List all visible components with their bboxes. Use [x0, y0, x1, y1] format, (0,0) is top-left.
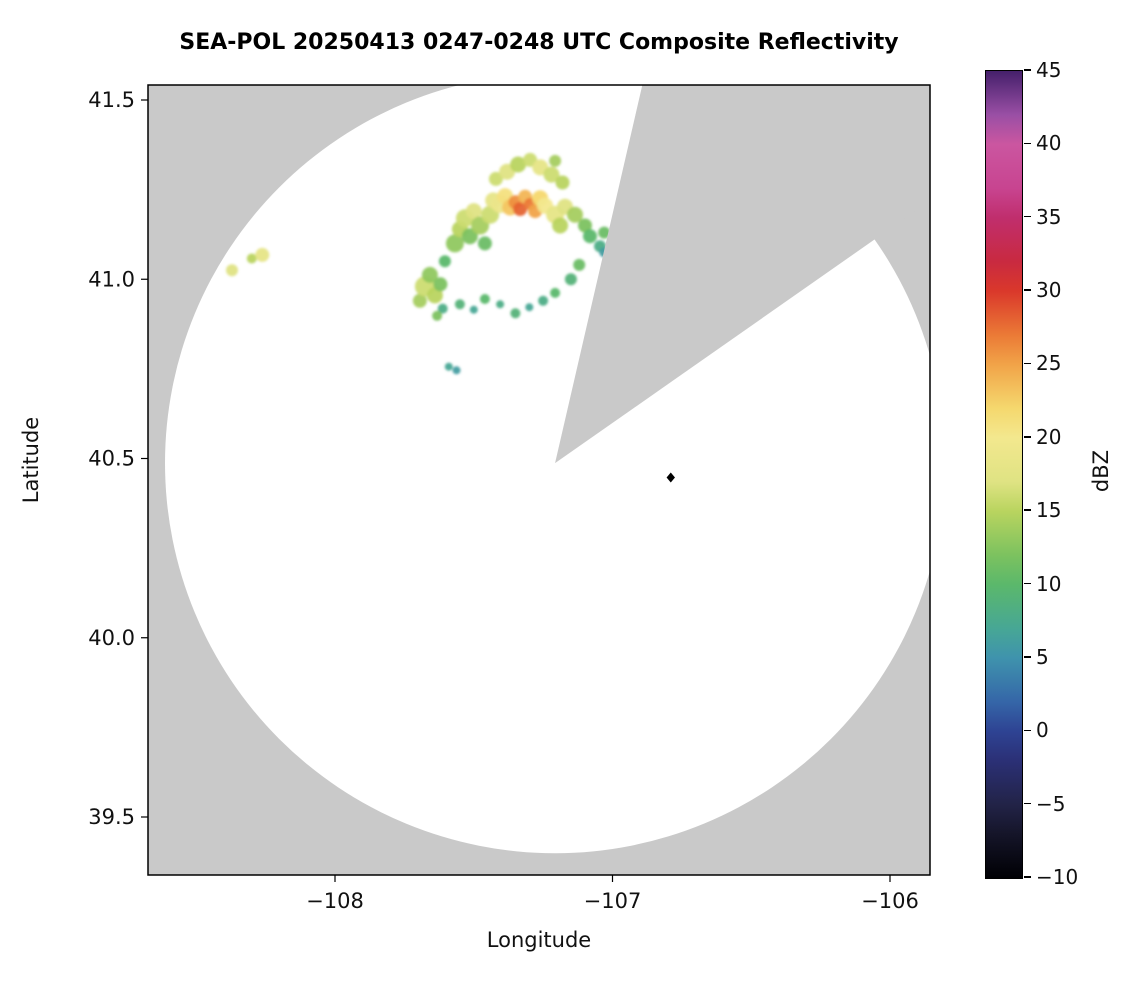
- echo-blob: [552, 217, 569, 234]
- page-title: SEA-POL 20250413 0247-0248 UTC Composite…: [179, 30, 899, 55]
- echo-blob: [246, 253, 257, 264]
- echo-blob: [469, 305, 478, 314]
- x-axis-label: Longitude: [486, 928, 592, 952]
- colorbar-label: dBZ: [1089, 449, 1113, 493]
- echo-blob: [578, 218, 592, 233]
- echo-blob: [437, 303, 448, 314]
- blocked-sector-wedge: [555, 85, 930, 464]
- plot-frame: [147, 84, 931, 876]
- echo-blob: [510, 156, 527, 173]
- y-tick-label: 40.5: [88, 447, 135, 471]
- echo-blob: [564, 273, 577, 286]
- echo-blob: [525, 303, 534, 312]
- echo-blob: [461, 228, 478, 245]
- y-tick-label: 41.5: [88, 88, 135, 112]
- x-tick-label: −106: [861, 889, 919, 913]
- echo-blob: [454, 299, 465, 310]
- echo-blob: [432, 310, 443, 321]
- echo-blob: [496, 300, 505, 309]
- echo-blob: [465, 203, 482, 220]
- site-marker-diamond-icon: [666, 472, 675, 483]
- y-tick-label: 40.0: [88, 626, 135, 650]
- echo-blob: [555, 175, 570, 190]
- echo-blob: [488, 171, 503, 186]
- echo-blob: [421, 266, 438, 283]
- x-tick-label: −108: [306, 889, 364, 913]
- y-tick-label: 39.5: [88, 805, 135, 829]
- map-area: [148, 85, 930, 875]
- y-tick-label: 41.0: [88, 267, 135, 291]
- echo-blob: [573, 258, 586, 271]
- echo-blob: [549, 154, 562, 167]
- x-tick-label: −107: [584, 889, 642, 913]
- echo-layer: [226, 152, 611, 375]
- echo-blob: [513, 202, 528, 216]
- echo-blob: [583, 229, 597, 244]
- echo-blob: [226, 264, 238, 277]
- echo-blob: [452, 366, 461, 375]
- echo-blob: [412, 293, 427, 308]
- echo-blob: [550, 287, 561, 298]
- echo-blob: [598, 226, 611, 239]
- echo-blob: [479, 294, 490, 304]
- echo-blob: [426, 287, 443, 304]
- echo-blob: [538, 295, 549, 306]
- echo-blob: [444, 362, 453, 371]
- y-axis-label: Latitude: [19, 416, 43, 504]
- echo-blob: [438, 255, 451, 268]
- echo-blob: [567, 206, 583, 223]
- colorbar-bar: [985, 70, 1023, 879]
- echo-blob: [433, 277, 448, 292]
- echo-blob: [510, 308, 521, 319]
- echo-blob: [477, 236, 492, 251]
- echo-blob: [255, 247, 270, 262]
- echo-blob: [543, 166, 560, 183]
- echo-blob: [445, 234, 464, 253]
